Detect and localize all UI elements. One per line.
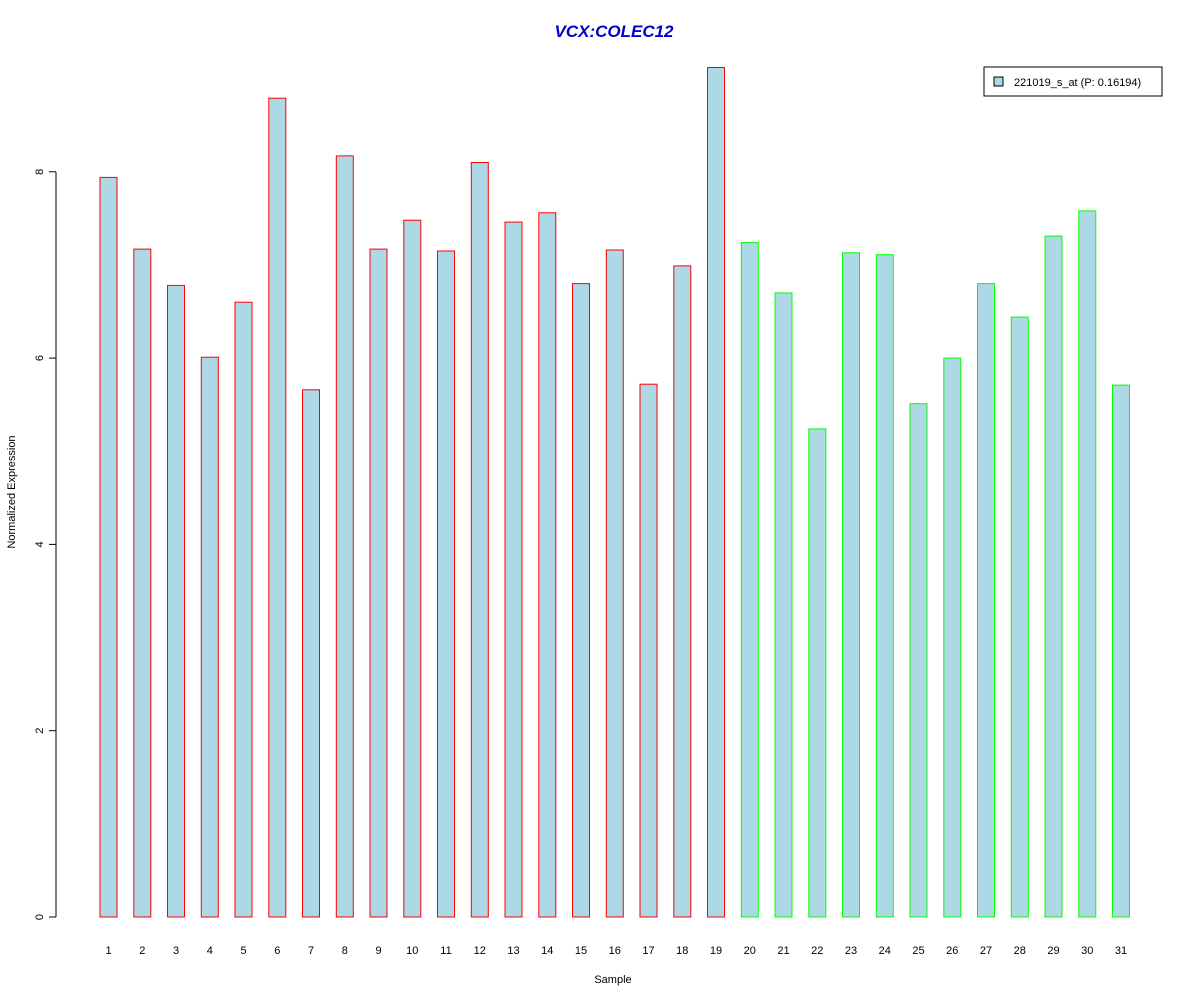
y-tick-label: 6 — [34, 355, 46, 361]
bar-sample-20 — [740, 242, 759, 918]
x-tick-label: 29 — [1047, 945, 1059, 957]
bar-sample-18 — [673, 265, 692, 918]
x-tick-label: 30 — [1081, 945, 1093, 957]
x-tick-label: 23 — [845, 945, 857, 957]
bar-sample-24 — [875, 254, 894, 918]
x-tick-label: 14 — [541, 945, 553, 957]
bar-sample-27 — [977, 283, 995, 918]
bar-sample-7 — [302, 389, 320, 918]
x-axis-label: Sample — [594, 974, 631, 986]
bar-sample-14 — [538, 212, 557, 918]
bar-sample-15 — [572, 283, 590, 918]
x-tick-label: 19 — [710, 945, 722, 957]
x-tick-label: 27 — [980, 945, 992, 957]
x-tick-label: 15 — [575, 945, 587, 957]
bar-sample-10 — [403, 219, 422, 918]
y-tick-label: 8 — [34, 169, 46, 175]
bar-sample-1 — [99, 176, 118, 918]
bar-sample-31 — [1112, 384, 1130, 918]
legend-label: 221019_s_at (P: 0.16194) — [1014, 77, 1141, 89]
bar-sample-5 — [234, 301, 253, 918]
x-tick-label: 8 — [342, 945, 348, 957]
x-axis-labels: 1 2 3 4 5 6 7 8 9 10 11 12 13 14 15 16 17 18 19 20 21 22 23 24 2… — [105, 945, 1127, 957]
legend: 221019_s_at (P: 0.16194) — [983, 66, 1163, 97]
x-tick-label: 11 — [440, 945, 451, 957]
x-tick-label: 3 — [173, 945, 179, 957]
bar-sample-11 — [437, 250, 455, 918]
chart-title: VCX:COLEC12 — [554, 22, 674, 41]
x-tick-label: 17 — [642, 945, 654, 957]
x-tick-label: 16 — [609, 945, 621, 957]
x-tick-label: 12 — [474, 945, 486, 957]
x-tick-label: 1 — [105, 945, 111, 957]
x-tick-label: 7 — [308, 945, 314, 957]
bar-sample-26 — [943, 357, 962, 918]
x-tick-label: 26 — [946, 945, 958, 957]
x-tick-label: 24 — [879, 945, 891, 957]
bar-sample-30 — [1078, 210, 1097, 918]
bar-sample-4 — [200, 356, 219, 918]
legend-box — [983, 66, 1163, 97]
y-tick-label: 2 — [34, 728, 46, 734]
bar-sample-17 — [639, 383, 658, 918]
bar-sample-19 — [707, 67, 725, 918]
x-tick-label: 28 — [1014, 945, 1026, 957]
y-axis-label: Normalized Expression — [6, 435, 18, 548]
x-tick-label: 9 — [375, 945, 381, 957]
bar-sample-2 — [133, 248, 152, 918]
legend-swatch — [993, 76, 1004, 87]
x-tick-label: 22 — [811, 945, 823, 957]
bar-sample-23 — [842, 252, 860, 918]
x-tick-label: 6 — [274, 945, 280, 957]
y-tick-label: 0 — [34, 914, 46, 920]
bar-sample-12 — [470, 162, 489, 918]
bar-sample-3 — [167, 284, 185, 918]
x-tick-label: 25 — [912, 945, 924, 957]
x-tick-label: 18 — [676, 945, 688, 957]
x-tick-label: 5 — [240, 945, 246, 957]
bar-sample-9 — [369, 248, 388, 918]
bar-sample-28 — [1010, 316, 1029, 918]
x-tick-label: 31 — [1115, 945, 1127, 957]
x-tick-label: 2 — [139, 945, 145, 957]
x-tick-label: 4 — [207, 945, 213, 957]
bar-sample-16 — [605, 249, 624, 918]
x-tick-label: 10 — [406, 945, 418, 957]
bar-sample-22 — [808, 428, 827, 918]
bar-sample-6 — [268, 97, 287, 918]
bar-sample-8 — [335, 155, 354, 918]
x-tick-label: 13 — [507, 945, 519, 957]
x-tick-label: 21 — [777, 945, 789, 957]
bar-sample-25 — [909, 403, 928, 918]
bar-sample-21 — [774, 292, 793, 918]
y-tick-label: 4 — [34, 541, 46, 547]
bar-sample-29 — [1044, 235, 1063, 918]
x-tick-label: 20 — [744, 945, 756, 957]
bar-sample-13 — [504, 221, 523, 918]
y-axis: 0 2 4 6 8 — [34, 169, 57, 920]
bars-group — [99, 67, 1130, 918]
